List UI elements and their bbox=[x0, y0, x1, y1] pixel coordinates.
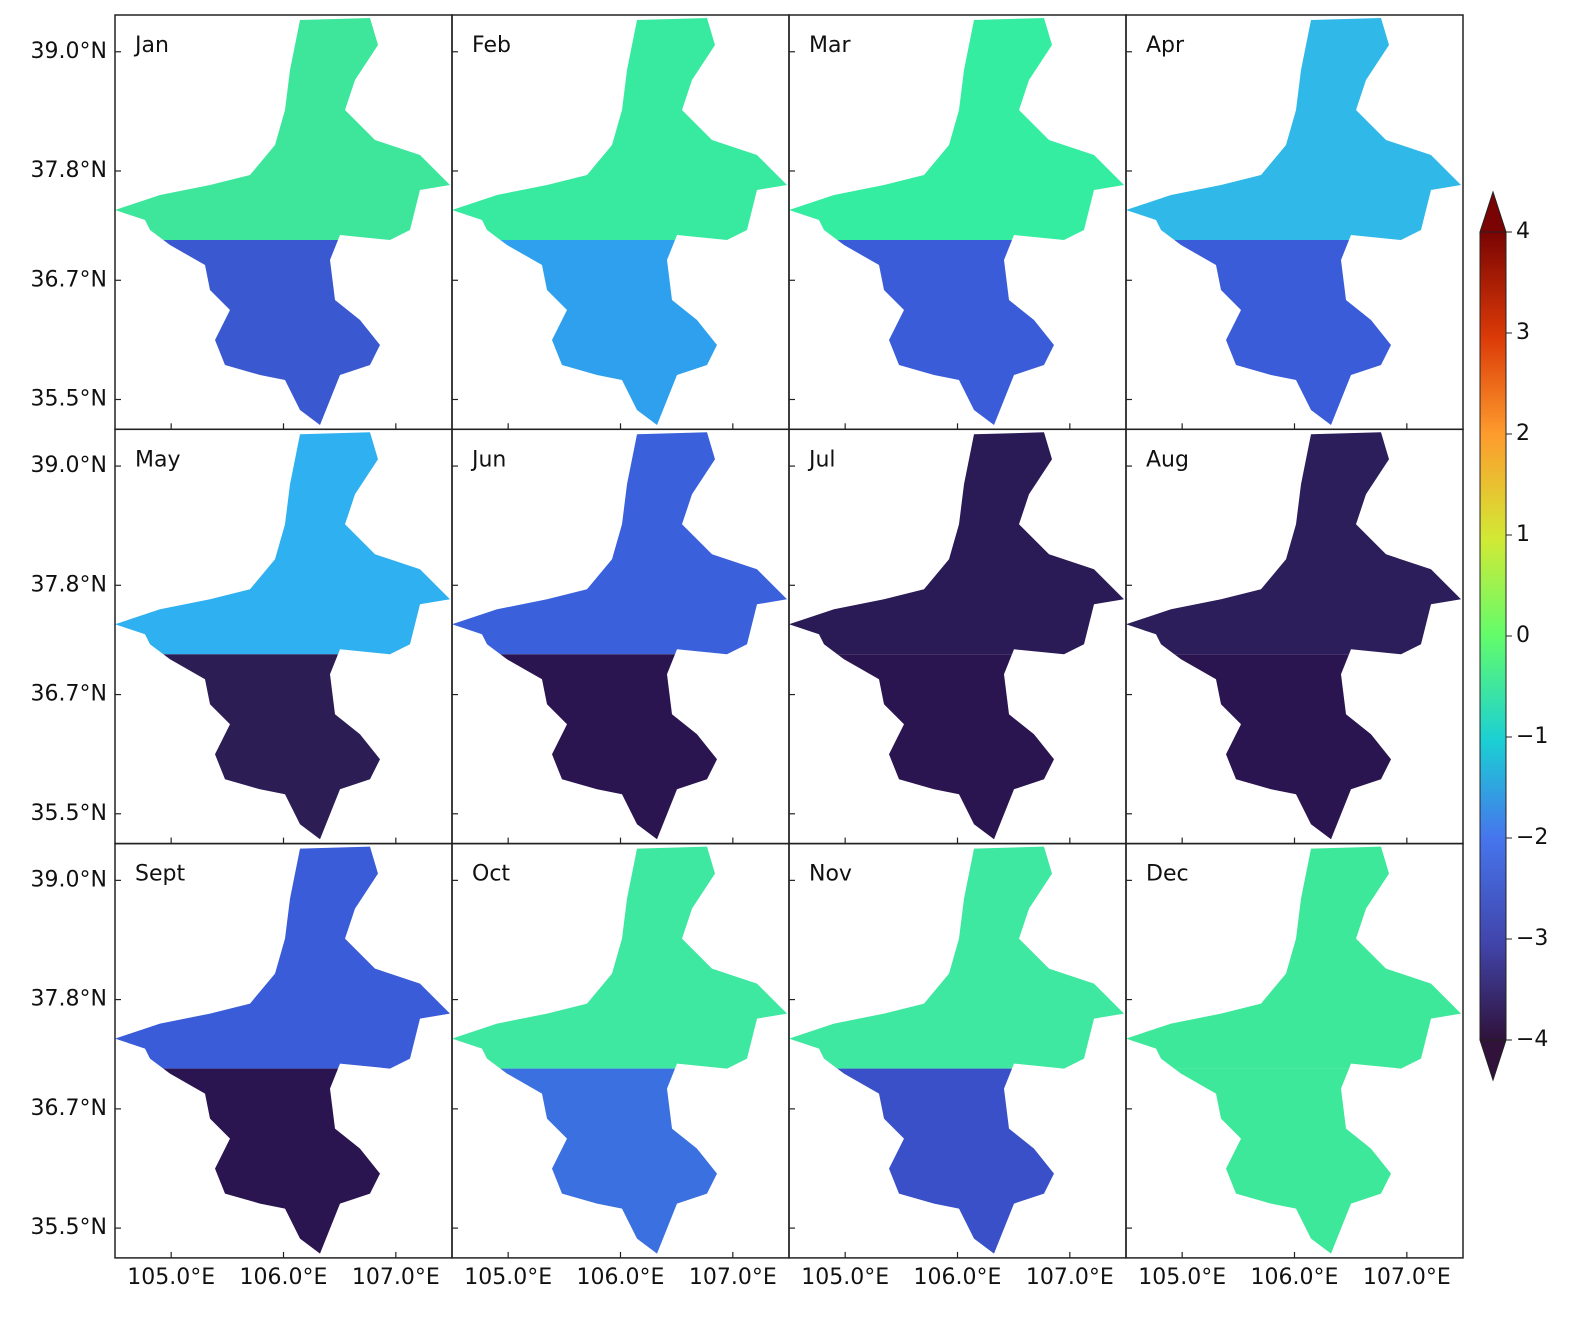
lat-tick-label: 36.7°N bbox=[31, 267, 107, 292]
lon-tick-label: 105.0°E bbox=[801, 1265, 889, 1290]
lat-tick-label: 37.8°N bbox=[31, 158, 107, 183]
lon-tick-label: 107.0°E bbox=[352, 1265, 440, 1290]
colorbar-tick-label: −3 bbox=[1516, 926, 1548, 951]
region-south bbox=[789, 1068, 1124, 1254]
map-panel: Jul bbox=[788, 428, 1127, 845]
lon-tick-label: 105.0°E bbox=[1138, 1265, 1226, 1290]
colorbar-tick-label: 1 bbox=[1516, 522, 1530, 547]
lat-tick-label: 35.5°N bbox=[31, 386, 107, 411]
colorbar-tick-label: 3 bbox=[1516, 320, 1530, 345]
panel-label: Jan bbox=[133, 33, 169, 58]
map-panel: Oct 105.0°E 106.0°E 107.0°E bbox=[451, 842, 790, 1290]
panel-label: Oct bbox=[472, 862, 510, 887]
colorbar-tick-label: 0 bbox=[1516, 623, 1530, 648]
panel-label: Apr bbox=[1146, 33, 1185, 58]
lon-tick-label: 106.0°E bbox=[240, 1265, 328, 1290]
lat-tick-label: 35.5°N bbox=[31, 801, 107, 826]
lat-tick-label: 36.7°N bbox=[31, 1096, 107, 1121]
region-south bbox=[1126, 654, 1461, 840]
colorbar-tick-label: 2 bbox=[1516, 421, 1530, 446]
colorbar-tick-label: −1 bbox=[1516, 724, 1548, 749]
colorbar-bottom bbox=[1479, 1039, 1507, 1082]
region-south bbox=[452, 1068, 787, 1254]
panel-label: Mar bbox=[809, 33, 851, 58]
region-south bbox=[115, 654, 450, 840]
lat-tick-label: 39.0°N bbox=[31, 867, 107, 892]
colorbar-tick-label: −4 bbox=[1516, 1027, 1548, 1052]
map-panel: May 39.0°N 37.8°N 36.7°N 35.5°N bbox=[31, 428, 453, 845]
region-north bbox=[789, 432, 1124, 655]
region-south bbox=[115, 240, 450, 425]
panel-label: Nov bbox=[809, 862, 852, 887]
panel-label: May bbox=[135, 447, 180, 472]
panel-label: Aug bbox=[1146, 447, 1189, 472]
colorbar bbox=[1479, 231, 1507, 1041]
lon-tick-label: 105.0°E bbox=[127, 1265, 215, 1290]
lon-tick-label: 105.0°E bbox=[464, 1265, 552, 1290]
map-panel: Feb bbox=[451, 14, 790, 431]
lon-tick-label: 106.0°E bbox=[1251, 1265, 1339, 1290]
region-south bbox=[1126, 1068, 1461, 1254]
panel-label: Dec bbox=[1146, 862, 1189, 887]
region-south bbox=[115, 1068, 450, 1254]
map-panel: Aug bbox=[1125, 428, 1464, 845]
lon-tick-label: 106.0°E bbox=[577, 1265, 665, 1290]
lat-tick-label: 35.5°N bbox=[31, 1215, 107, 1240]
region-south bbox=[452, 240, 787, 425]
map-panel: Apr bbox=[1125, 14, 1464, 431]
lat-tick-label: 36.7°N bbox=[31, 682, 107, 707]
lat-tick-label: 37.8°N bbox=[31, 572, 107, 597]
colorbar-top bbox=[1479, 190, 1507, 233]
lon-tick-label: 107.0°E bbox=[689, 1265, 777, 1290]
region-south bbox=[452, 654, 787, 840]
panel-label: Jun bbox=[470, 447, 506, 472]
lon-tick-label: 106.0°E bbox=[914, 1265, 1002, 1290]
region-south bbox=[1126, 240, 1461, 425]
map-panel: Mar bbox=[788, 14, 1127, 431]
lon-tick-label: 107.0°E bbox=[1026, 1265, 1114, 1290]
panel-label: Feb bbox=[472, 33, 511, 58]
map-panel: Jan 39.0°N 37.8°N 36.7°N 35.5°N bbox=[31, 14, 453, 431]
panel-label: Jul bbox=[807, 447, 836, 472]
region-south bbox=[789, 654, 1124, 840]
map-panel: Nov 105.0°E 106.0°E 107.0°E bbox=[788, 842, 1127, 1290]
map-panel: Sept 39.0°N 37.8°N 36.7°N 35.5°N 105.0°E 106.0… bbox=[31, 842, 453, 1290]
lat-tick-label: 39.0°N bbox=[31, 39, 107, 64]
lon-tick-label: 107.0°E bbox=[1363, 1265, 1451, 1290]
map-panel: Dec 105.0°E 106.0°E 107.0°E bbox=[1125, 842, 1464, 1290]
colorbar-tick-label: 4 bbox=[1516, 219, 1530, 244]
colorbar-tick-label: −2 bbox=[1516, 825, 1548, 850]
lat-tick-label: 39.0°N bbox=[31, 453, 107, 478]
region-south bbox=[789, 240, 1124, 425]
lat-tick-label: 37.8°N bbox=[31, 987, 107, 1012]
map-panel: Jun bbox=[451, 428, 790, 845]
panel-label: Sept bbox=[135, 862, 185, 887]
